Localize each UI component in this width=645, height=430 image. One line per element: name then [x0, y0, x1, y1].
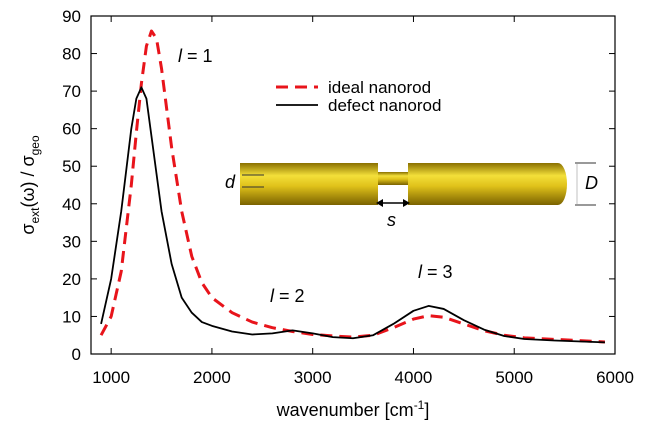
x-label-sup: -1 — [414, 398, 425, 412]
inset-label: s — [387, 210, 396, 230]
x-tick-label: 3000 — [294, 368, 332, 387]
y-tick-label: 50 — [62, 157, 81, 176]
annotation-symbol: l — [418, 262, 423, 282]
y-tick-label: 70 — [62, 82, 81, 101]
x-tick-label: 5000 — [495, 368, 533, 387]
x-tick-label: 6000 — [596, 368, 634, 387]
annotation-symbol: l — [270, 286, 275, 306]
data-line — [100, 86, 605, 344]
y-label-part: σ — [18, 224, 38, 235]
inset-nanorod — [240, 162, 596, 207]
x-label-part: ] — [424, 400, 429, 420]
legend-label: defect nanorod — [328, 96, 441, 115]
y-label-sub: ext — [28, 207, 42, 224]
y-label-sub: geo — [28, 135, 42, 155]
x-axis-label: wavenumber [cm-1] — [276, 398, 430, 420]
y-tick-label: 20 — [62, 270, 81, 289]
y-axis-label: σext(ω) / σgeo — [18, 135, 42, 235]
y-tick-label: 10 — [62, 307, 81, 326]
x-label-part: wavenumber [cm — [276, 400, 414, 420]
y-tick-label: 0 — [72, 345, 81, 364]
y-tick-label: 60 — [62, 120, 81, 139]
x-tick-label: 1000 — [92, 368, 130, 387]
annotation-text: = 1 — [182, 46, 213, 66]
annotation: l = 2 — [270, 286, 305, 306]
y-tick-label: 90 — [62, 7, 81, 26]
legend-label: ideal nanorod — [328, 78, 431, 97]
inset-label: D — [585, 173, 598, 193]
y-tick-label: 40 — [62, 195, 81, 214]
y-label-part: (ω) / σ — [18, 155, 38, 207]
annotation: l = 1 — [178, 46, 213, 66]
annotation-text: = 3 — [422, 262, 453, 282]
x-tick-label: 4000 — [395, 368, 433, 387]
y-tick-label: 30 — [62, 232, 81, 251]
x-tick-label: 2000 — [193, 368, 231, 387]
annotation-symbol: l — [178, 46, 183, 66]
inset-label: d — [225, 172, 236, 192]
data-line — [99, 29, 606, 344]
annotation-text: = 2 — [274, 286, 305, 306]
annotation: l = 3 — [418, 262, 453, 282]
y-tick-label: 80 — [62, 45, 81, 64]
plot-frame — [90, 15, 616, 355]
